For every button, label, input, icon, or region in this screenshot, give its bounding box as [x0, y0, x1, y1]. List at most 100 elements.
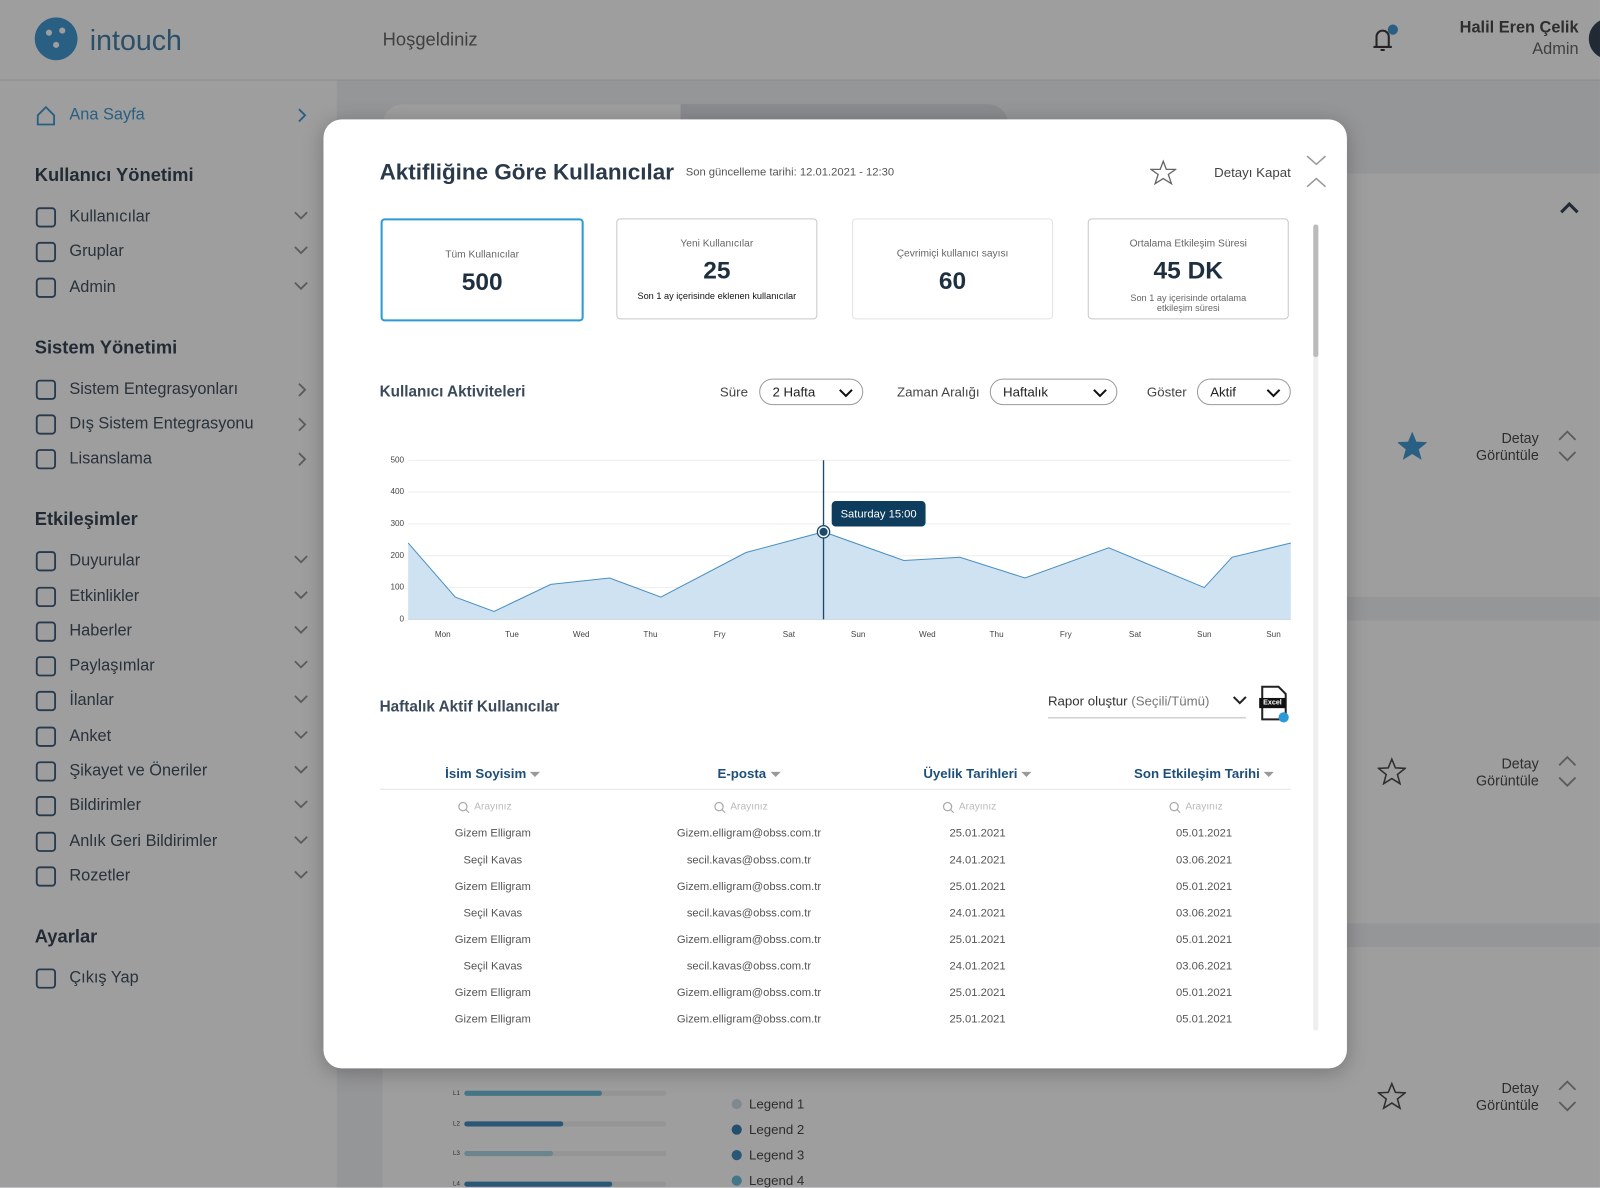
chevron — [839, 389, 853, 398]
nav-home[interactable]: Ana Sayfa — [69, 106, 145, 124]
icon[interactable] — [293, 693, 309, 709]
icon[interactable] — [296, 381, 312, 397]
stat-card[interactable]: Çevrimiçi kullanıcı sayısı 60 — [852, 218, 1054, 320]
search-field[interactable]: Arayınız — [1169, 802, 1223, 814]
favorite-icon[interactable] — [1149, 159, 1177, 186]
x-tick-label: Wed — [919, 630, 936, 639]
detail-button[interactable]: Detay Görüntüle — [1476, 1079, 1539, 1114]
detail-button[interactable]: Detay Görüntüle — [1476, 429, 1539, 464]
icon[interactable] — [296, 107, 308, 123]
table-cell: 03.06.2021 — [1175, 960, 1233, 973]
icon[interactable] — [293, 244, 309, 260]
nav-item[interactable]: Bildirimler — [69, 797, 142, 815]
chevron — [1558, 430, 1577, 441]
icon[interactable] — [35, 690, 57, 712]
icon-shape — [35, 866, 57, 887]
nav-item[interactable]: Dış Sistem Entegrasyonu — [69, 415, 254, 433]
icon[interactable] — [293, 798, 309, 814]
search-icon — [714, 801, 724, 812]
filter-select[interactable]: Haftalık — [989, 378, 1118, 406]
icon[interactable] — [293, 763, 309, 779]
nav-item[interactable]: Admin — [69, 278, 116, 296]
icon[interactable] — [1557, 754, 1579, 791]
icon[interactable] — [35, 378, 57, 400]
close-button[interactable]: Detayı Kapat — [1214, 164, 1291, 181]
column-header[interactable]: Son Etkileşim Tarihi — [1134, 766, 1275, 781]
column-header[interactable]: E-posta — [718, 766, 781, 781]
nav-item[interactable]: Çıkış Yap — [69, 969, 139, 987]
search-field[interactable]: Arayınız — [942, 802, 996, 814]
search-field[interactable]: Arayınız — [714, 802, 768, 814]
icon[interactable] — [35, 760, 57, 782]
filter-select[interactable]: Aktif — [1196, 378, 1291, 406]
icon[interactable] — [293, 833, 309, 849]
icon[interactable] — [296, 416, 312, 432]
icon[interactable] — [35, 655, 57, 677]
icon[interactable] — [293, 868, 309, 884]
icon[interactable] — [293, 728, 309, 744]
icon[interactable] — [35, 241, 57, 263]
sort-caret[interactable] — [1021, 771, 1032, 778]
icon[interactable] — [35, 725, 57, 747]
scrollbar[interactable] — [1313, 224, 1319, 1031]
scrollbar-thumb[interactable] — [1313, 224, 1319, 358]
icon[interactable] — [35, 413, 57, 435]
filter-select[interactable]: 2 Hafta — [759, 378, 864, 406]
nav-item[interactable]: Haberler — [69, 622, 132, 640]
excel-icon[interactable] — [1258, 685, 1291, 724]
dropdown-icon[interactable] — [1232, 695, 1248, 707]
nav-item[interactable]: Anket — [69, 727, 112, 745]
nav-item[interactable]: İlanlar — [69, 692, 114, 710]
nav-item[interactable]: Paylaşımlar — [69, 657, 155, 675]
icon[interactable] — [35, 967, 57, 989]
icon[interactable] — [35, 448, 57, 470]
nav-item[interactable]: Gruplar — [69, 243, 124, 261]
sort-caret[interactable] — [1263, 771, 1275, 778]
icon[interactable] — [296, 451, 312, 467]
icon[interactable] — [35, 865, 57, 887]
icon[interactable] — [35, 830, 57, 852]
icon[interactable] — [1559, 201, 1581, 217]
icon[interactable] — [1557, 429, 1579, 466]
bell-icon[interactable] — [1367, 22, 1400, 55]
logo-text[interactable]: intouch — [89, 24, 182, 57]
icon[interactable] — [1377, 757, 1407, 786]
icon[interactable] — [293, 658, 309, 674]
nav-item[interactable]: Sistem Entegrasyonları — [69, 380, 239, 398]
icon[interactable] — [35, 550, 57, 572]
nav-item[interactable]: Duyurular — [69, 552, 141, 570]
icon[interactable] — [1377, 1081, 1407, 1111]
welcome: Hoşgeldiniz — [382, 29, 478, 50]
icon[interactable] — [293, 279, 309, 295]
nav-item[interactable]: Etkinlikler — [69, 587, 140, 605]
icon[interactable] — [1557, 1079, 1579, 1116]
icon[interactable] — [1397, 431, 1427, 461]
sort-caret[interactable] — [770, 771, 781, 778]
icon[interactable] — [35, 585, 57, 607]
report-dropdown[interactable]: Rapor oluştur (Seçili/Tümü) — [1048, 693, 1209, 708]
collapse-icon[interactable] — [1305, 154, 1327, 191]
icon[interactable] — [293, 623, 309, 639]
nav-item[interactable]: Anlık Geri Bildirimler — [69, 832, 218, 850]
avatar[interactable] — [1588, 18, 1600, 60]
stat-card[interactable]: Tüm Kullanıcılar 500 — [380, 218, 584, 322]
sort-caret[interactable] — [530, 771, 541, 778]
nav-item[interactable]: Lisanslama — [69, 450, 152, 468]
nav-item[interactable]: Şikayet ve Öneriler — [69, 762, 208, 780]
icon[interactable] — [293, 209, 309, 225]
icon[interactable] — [293, 553, 309, 569]
nav-item[interactable]: Kullanıcılar — [69, 208, 151, 226]
icon[interactable] — [293, 588, 309, 604]
icon[interactable] — [35, 206, 57, 228]
icon[interactable] — [35, 276, 57, 298]
stat-card[interactable]: Ortalama Etkileşim Süresi 45 DK Son 1 ay i… — [1087, 218, 1289, 320]
stat-card[interactable]: Yeni Kullanıcılar 25 Son 1 ay içerisinde e… — [616, 218, 818, 320]
column-header[interactable]: İsim Soyisim — [445, 766, 541, 781]
icon[interactable] — [35, 104, 57, 126]
search-field[interactable]: Arayınız — [458, 802, 512, 814]
nav-item[interactable]: Rozetler — [69, 867, 131, 885]
icon[interactable] — [35, 795, 57, 817]
detail-button[interactable]: Detay Görüntüle — [1476, 755, 1539, 789]
icon[interactable] — [35, 620, 57, 642]
column-header[interactable]: Üyelik Tarihleri — [923, 766, 1032, 781]
